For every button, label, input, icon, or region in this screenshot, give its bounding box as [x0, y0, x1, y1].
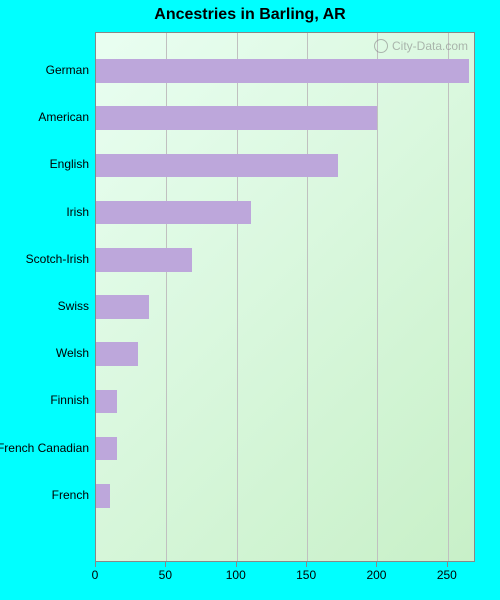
- x-tick: [447, 562, 448, 567]
- x-tick: [236, 562, 237, 567]
- x-tick-label: 50: [159, 568, 172, 582]
- x-tick: [306, 562, 307, 567]
- y-tick-label: Welsh: [56, 346, 89, 360]
- page-root: Ancestries in Barling, AR City-Data.com …: [0, 0, 500, 600]
- x-tick: [165, 562, 166, 567]
- plot-frame: City-Data.com: [95, 32, 475, 562]
- y-tick-label: German: [46, 63, 89, 77]
- bar: [96, 295, 149, 319]
- x-tick-label: 250: [437, 568, 457, 582]
- globe-icon: [374, 39, 388, 53]
- y-tick-label: Scotch-Irish: [26, 252, 89, 266]
- y-tick-label: English: [50, 157, 89, 171]
- bar: [96, 390, 117, 414]
- bar: [96, 59, 469, 83]
- x-tick: [95, 562, 96, 567]
- watermark-text: City-Data.com: [392, 39, 468, 53]
- x-tick-label: 100: [226, 568, 246, 582]
- x-tick-label: 200: [366, 568, 386, 582]
- y-tick-label: Irish: [66, 205, 89, 219]
- bar: [96, 484, 110, 508]
- bar: [96, 201, 251, 225]
- x-tick-label: 150: [296, 568, 316, 582]
- y-tick-label: Swiss: [58, 299, 89, 313]
- bar: [96, 437, 117, 461]
- bar: [96, 154, 338, 178]
- bar: [96, 248, 192, 272]
- bar: [96, 342, 138, 366]
- y-tick-label: French: [52, 488, 89, 502]
- y-tick-label: American: [38, 110, 89, 124]
- x-axis-ticks: [95, 562, 475, 568]
- bars-layer: [96, 33, 474, 561]
- y-tick-label: French Canadian: [0, 441, 89, 455]
- x-tick: [376, 562, 377, 567]
- watermark: City-Data.com: [374, 39, 468, 53]
- y-tick-label: Finnish: [50, 393, 89, 407]
- bar: [96, 106, 377, 130]
- x-tick-label: 0: [92, 568, 99, 582]
- x-axis-labels: 0 50 100 150 200 250: [95, 568, 475, 588]
- chart-title: Ancestries in Barling, AR: [0, 6, 500, 24]
- y-axis-labels: German American English Irish Scotch-Irish Sw…: [0, 32, 89, 562]
